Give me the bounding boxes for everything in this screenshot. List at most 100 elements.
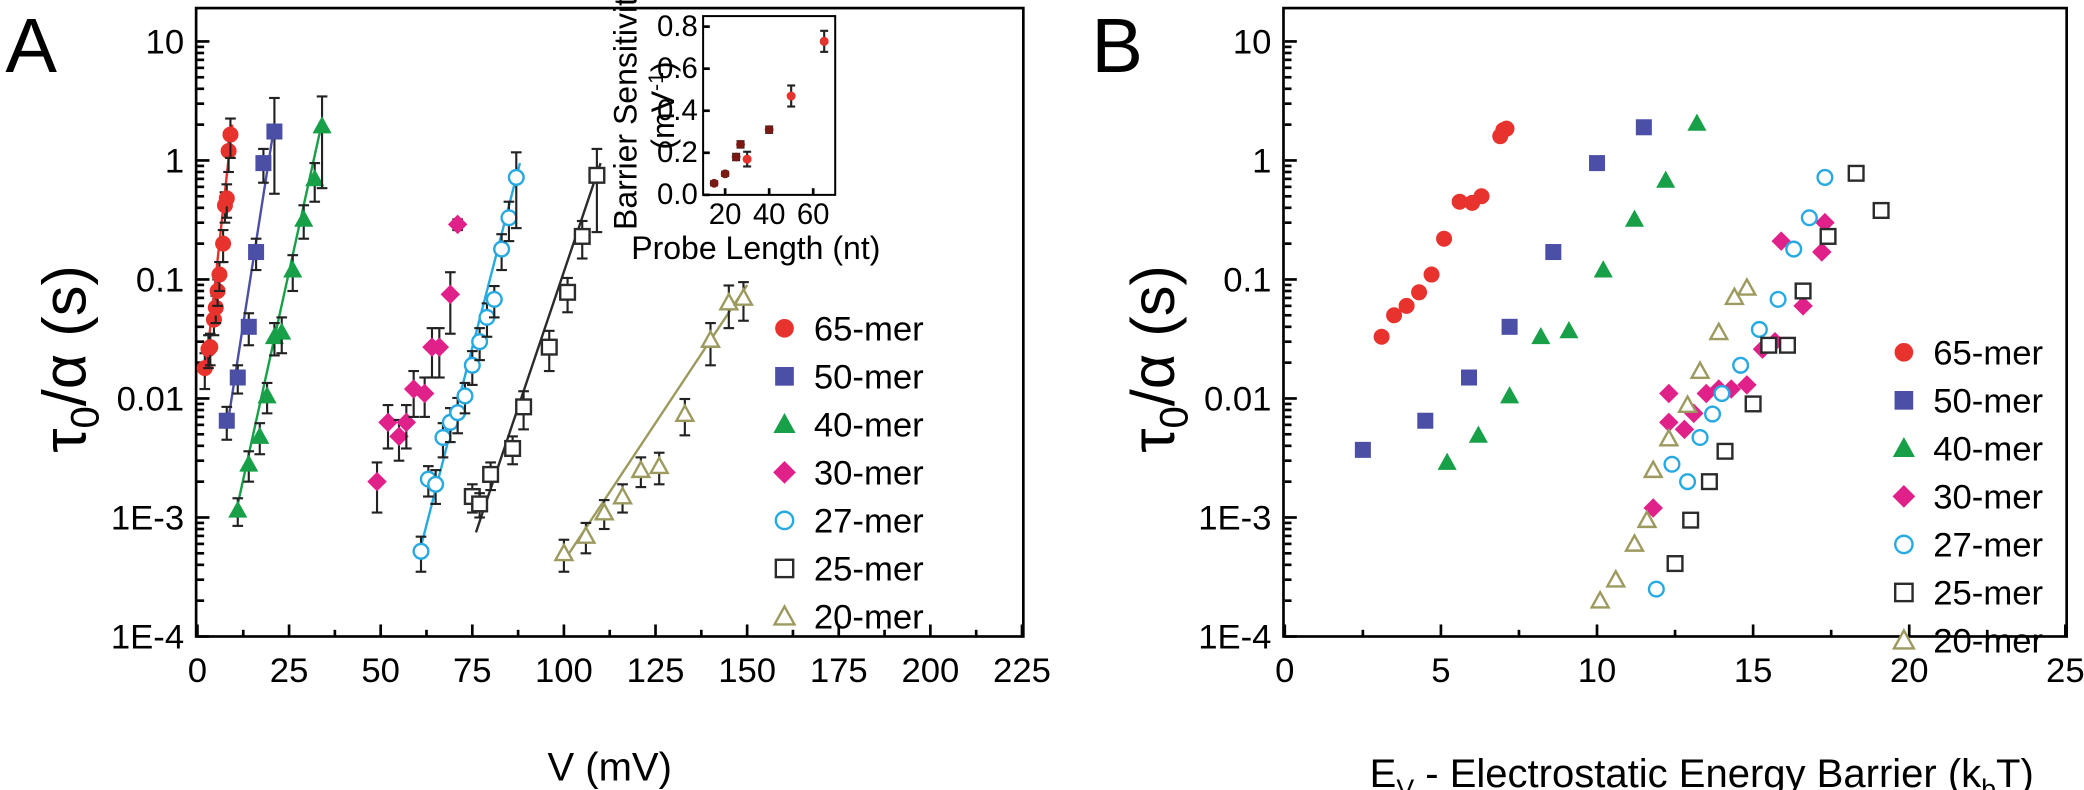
y-tick-label: 1E-4 — [1198, 618, 1271, 656]
point-27-mer — [1785, 240, 1803, 258]
point-25-mer — [1794, 282, 1812, 300]
point-27-mer — [500, 209, 518, 227]
point-27-mer — [1769, 290, 1787, 308]
point-25-mer — [540, 338, 558, 356]
x-tick-label: 5 — [1431, 652, 1450, 690]
point-27-mer — [456, 387, 474, 405]
legend-label-50-mer: 50-mer — [814, 358, 924, 396]
inset-y-tick-label: 0.0 — [657, 178, 698, 211]
legend-label-20-mer: 20-mer — [814, 598, 924, 636]
point-20-mer — [648, 455, 670, 475]
inset-x-tick-label: 60 — [797, 198, 830, 231]
point-65-mer — [220, 143, 237, 160]
point-40-mer — [1437, 452, 1457, 470]
legend-marker-27-mer — [1894, 534, 1914, 555]
inset-y-tick-label: 0.4 — [657, 94, 698, 127]
point-30-mer — [389, 426, 409, 447]
point-65-mer — [202, 339, 219, 356]
x-tick-label: 0 — [1275, 652, 1294, 690]
point-30-mer — [1793, 296, 1813, 316]
y-tick-label: 0.01 — [117, 380, 184, 418]
panel-a-data-marks — [196, 95, 754, 573]
x-tick-label: 50 — [361, 652, 400, 690]
panel-a-y-ticks: 1E-4 1E-3 0.01 0.1 1 10 — [111, 23, 210, 656]
panel-a-x-ticks: 0 25 50 75 100 125 150 175 200 225 — [188, 624, 1051, 690]
point-65-mer — [1436, 230, 1453, 247]
inset-x-tick-label: 20 — [709, 198, 742, 231]
point-50-mer — [1417, 412, 1434, 429]
legend-marker-50-mer — [775, 366, 794, 386]
point-50-mer — [1354, 441, 1371, 458]
point-20-mer — [1589, 589, 1611, 609]
point-20-mer — [1723, 286, 1745, 306]
legend-label-30-mer: 30-mer — [814, 454, 924, 492]
legend-marker-20-mer — [772, 604, 797, 626]
point-40-mer — [250, 426, 270, 444]
point-65-mer — [1398, 297, 1415, 314]
x-tick-label: 125 — [627, 652, 685, 690]
point-65-mer — [1411, 284, 1428, 301]
y-tick-label: 10 — [146, 23, 185, 61]
point-50-mer — [1589, 155, 1606, 172]
x-tick-label: 20 — [1890, 652, 1929, 690]
point-20-mer — [1689, 360, 1711, 379]
point-30-mer — [447, 214, 468, 235]
panel-b-legend: 65-mer 50-mer 40-mer 30-mer 27-mer 25-mer 20-m… — [1891, 334, 2043, 660]
point-40-mer — [228, 500, 248, 518]
point-30-mer — [367, 471, 387, 492]
inset-y-axis-title-line2: (mV-1) — [644, 61, 681, 149]
point-27-mer — [507, 168, 525, 186]
point-40-mer — [1559, 321, 1579, 339]
point-50-mer — [218, 412, 235, 429]
point-27-mer — [1800, 209, 1818, 227]
point-65-mer — [1473, 188, 1490, 205]
inset-point — [736, 139, 745, 149]
point-25-mer — [559, 283, 577, 301]
point-40-mer — [257, 386, 277, 404]
point-25-mer — [504, 439, 522, 458]
x-tick-label: 10 — [1578, 652, 1617, 690]
point-65-mer — [211, 266, 228, 283]
inset-point — [709, 178, 719, 188]
point-40-mer — [312, 116, 332, 134]
point-20-mer — [575, 525, 597, 544]
point-27-mer — [1713, 385, 1731, 403]
point-20-mer — [553, 542, 575, 562]
point-50-mer — [1501, 318, 1518, 335]
legend-marker-40-mer — [773, 413, 796, 433]
x-tick-label: 25 — [270, 652, 309, 690]
point-20-mer — [1624, 532, 1645, 552]
x-tick-label: 200 — [901, 652, 959, 690]
inset-y-ticks: 0.0 0.2 0.4 0.6 0.8 — [657, 10, 710, 211]
panel-b-y-ticks: 1E-4 1E-3 0.01 0.1 1 10 — [1198, 23, 1297, 656]
b-y-title-tau: τ — [1119, 429, 1188, 453]
y-title-tau: τ — [30, 429, 99, 453]
point-50-mer — [229, 369, 246, 386]
point-25-mer — [573, 227, 591, 245]
point-65-mer — [1423, 266, 1440, 283]
b-x-title-end: T) — [1996, 752, 2034, 790]
point-27-mer — [485, 290, 503, 308]
y-tick-label: 0.1 — [1223, 261, 1271, 299]
inset-x-ticks: 20 40 60 — [709, 188, 830, 231]
point-30-mer — [378, 412, 398, 433]
point-25-mer — [1700, 473, 1718, 491]
fit-line-20-mer — [562, 284, 749, 562]
y-tick-label: 1E-4 — [111, 618, 184, 656]
legend-marker-65-mer — [1894, 342, 1914, 362]
y-tick-label: 1 — [1252, 142, 1271, 180]
point-65-mer — [1373, 328, 1390, 345]
point-25-mer — [1682, 511, 1700, 529]
inset-point — [731, 152, 741, 162]
point-40-mer — [1656, 170, 1676, 188]
point-20-mer — [1736, 276, 1758, 296]
y-tick-label: 0.1 — [136, 261, 184, 299]
point-20-mer — [1642, 459, 1664, 479]
point-20-mer — [1658, 427, 1680, 447]
x-tick-label: 15 — [1734, 652, 1773, 690]
point-50-mer — [255, 155, 272, 172]
y-title-rest: /α (s) — [30, 265, 99, 406]
point-27-mer — [1750, 320, 1768, 339]
point-25-mer — [1778, 336, 1797, 354]
